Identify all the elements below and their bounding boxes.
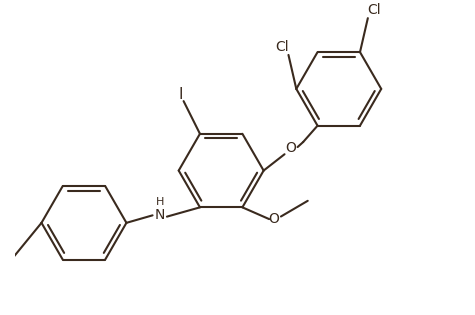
Text: H: H xyxy=(156,197,164,207)
Text: O: O xyxy=(268,212,279,226)
Text: O: O xyxy=(285,141,296,155)
Text: Cl: Cl xyxy=(275,40,289,54)
Text: Cl: Cl xyxy=(368,3,381,17)
Text: N: N xyxy=(154,208,165,222)
Text: I: I xyxy=(179,87,183,102)
